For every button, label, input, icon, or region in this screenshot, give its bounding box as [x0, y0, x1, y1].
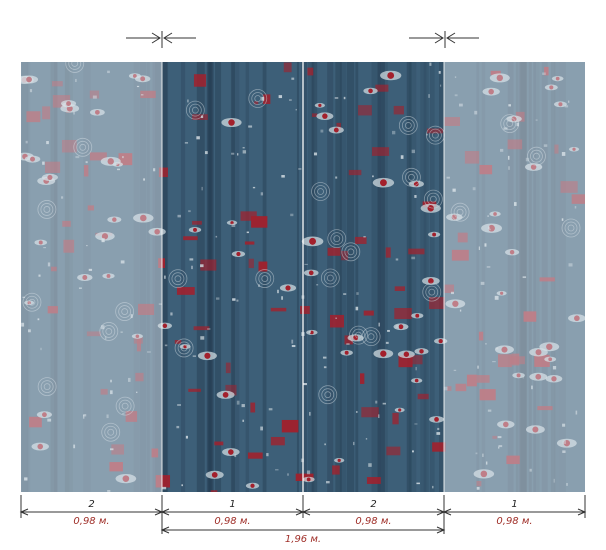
- panel-number-label: 1: [229, 499, 235, 510]
- panel-number-label: 2: [370, 499, 376, 510]
- panel-width-label: 0,98 м.: [355, 516, 391, 527]
- panel-number-label: 2: [88, 499, 94, 510]
- dimension-lines: [19, 495, 587, 534]
- wallpaper-artwork: [21, 62, 585, 492]
- panel-number-label: 1: [511, 499, 517, 510]
- panel-width-label: 0,98 м.: [214, 516, 250, 527]
- total-width-label: 1,96 м.: [285, 534, 321, 545]
- edge-marker-left: [126, 31, 196, 48]
- panel-width-label: 0,98 м.: [73, 516, 109, 527]
- panel-width-label: 0,98 м.: [496, 516, 532, 527]
- edge-marker-right: [409, 31, 479, 48]
